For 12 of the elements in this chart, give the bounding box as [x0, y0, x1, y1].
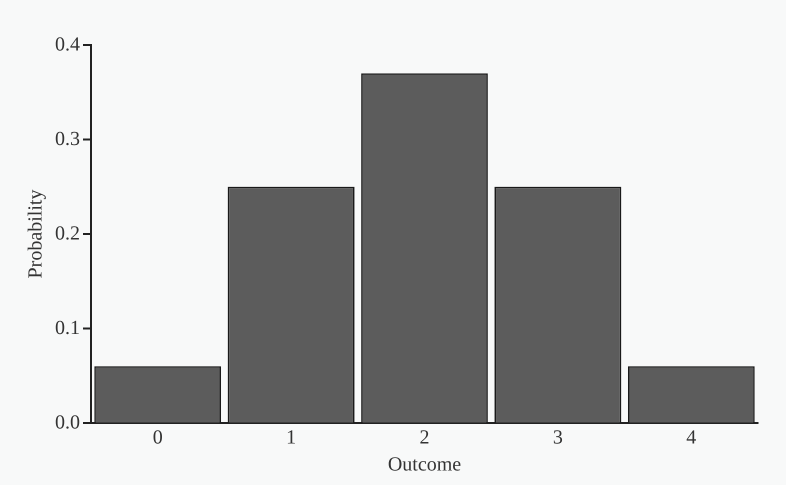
y-tick-label: 0.4: [55, 33, 80, 56]
y-tick-label: 0.3: [55, 128, 80, 150]
x-tick-label: 3: [552, 426, 563, 448]
y-axis-title: Probability: [24, 190, 46, 278]
y-tick-label: 0.2: [55, 222, 80, 244]
x-tick-label: 4: [686, 426, 696, 448]
x-axis-title: Outcome: [388, 453, 462, 476]
x-tick-label: 0: [152, 426, 163, 448]
x-tick-label: 1: [286, 426, 296, 448]
x-tick-label: 2: [420, 426, 430, 448]
y-tick-label: 0.0: [55, 411, 80, 434]
y-tick-label: 0.1: [55, 316, 80, 339]
